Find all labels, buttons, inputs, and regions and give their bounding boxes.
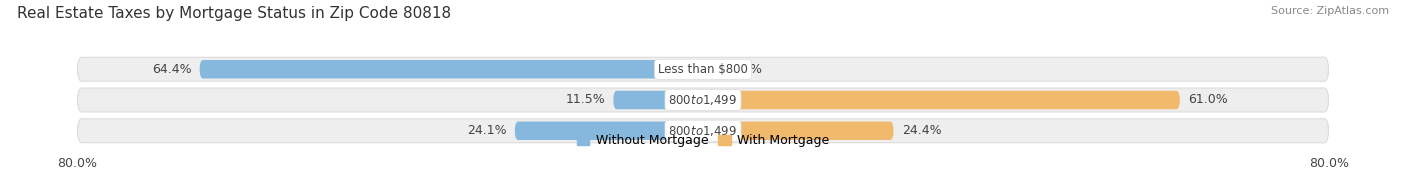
- FancyBboxPatch shape: [613, 91, 703, 109]
- FancyBboxPatch shape: [77, 57, 1329, 81]
- FancyBboxPatch shape: [200, 60, 703, 78]
- Text: 61.0%: 61.0%: [1188, 93, 1227, 106]
- FancyBboxPatch shape: [77, 88, 1329, 112]
- FancyBboxPatch shape: [703, 91, 1180, 109]
- Text: 24.4%: 24.4%: [901, 124, 941, 137]
- FancyBboxPatch shape: [77, 119, 1329, 143]
- Text: Real Estate Taxes by Mortgage Status in Zip Code 80818: Real Estate Taxes by Mortgage Status in …: [17, 6, 451, 21]
- Text: $800 to $1,499: $800 to $1,499: [668, 93, 738, 107]
- Text: 0.0%: 0.0%: [730, 63, 762, 76]
- Legend: Without Mortgage, With Mortgage: Without Mortgage, With Mortgage: [572, 129, 834, 152]
- Text: 11.5%: 11.5%: [565, 93, 605, 106]
- Text: 24.1%: 24.1%: [467, 124, 506, 137]
- Text: Source: ZipAtlas.com: Source: ZipAtlas.com: [1271, 6, 1389, 16]
- FancyBboxPatch shape: [515, 122, 703, 140]
- Text: $800 to $1,499: $800 to $1,499: [668, 124, 738, 138]
- Text: Less than $800: Less than $800: [658, 63, 748, 76]
- Text: 64.4%: 64.4%: [152, 63, 191, 76]
- FancyBboxPatch shape: [703, 122, 894, 140]
